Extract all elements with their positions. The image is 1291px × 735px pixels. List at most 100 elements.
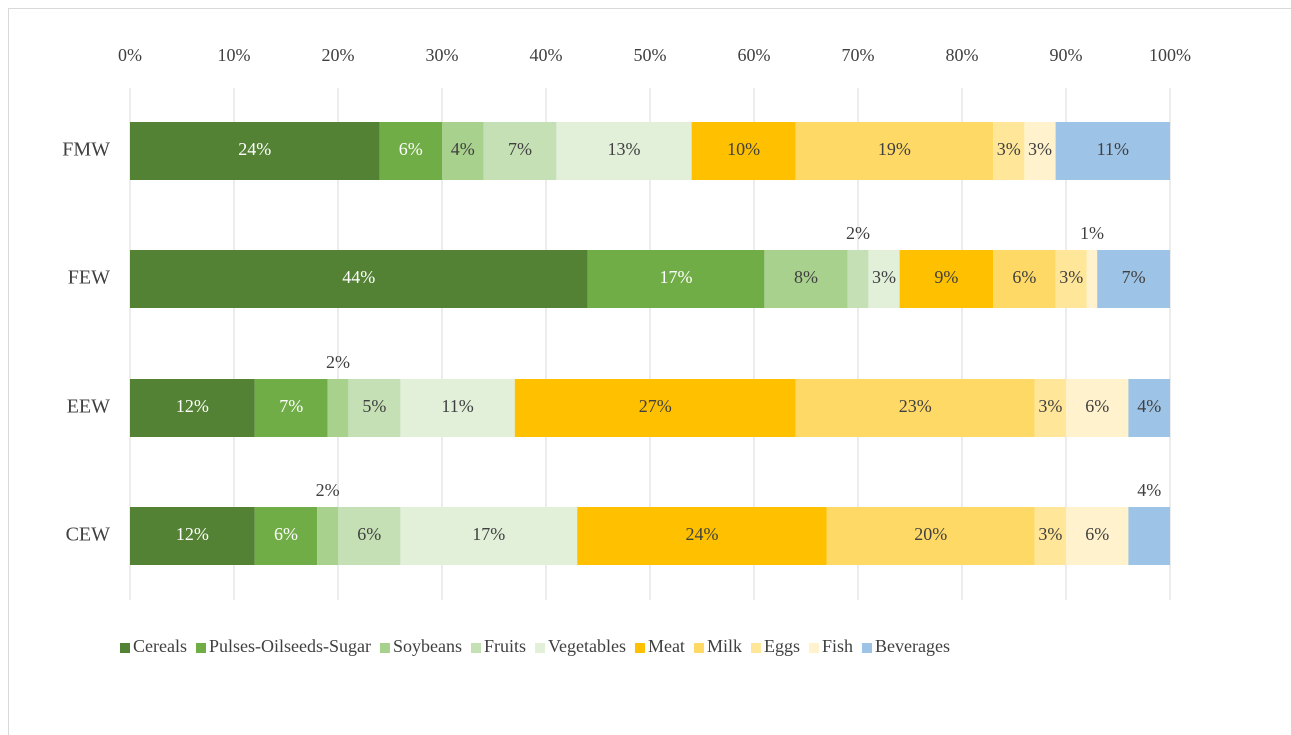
data-label: 11% bbox=[1097, 139, 1129, 159]
data-label: 3% bbox=[1038, 396, 1062, 416]
data-label: 4% bbox=[1137, 396, 1161, 416]
bar-segment bbox=[1055, 250, 1087, 308]
x-tick-label: 30% bbox=[426, 45, 459, 65]
legend-swatch bbox=[470, 643, 481, 653]
bar-segment bbox=[379, 122, 442, 180]
data-label: 17% bbox=[660, 267, 693, 287]
bar-segment bbox=[577, 507, 827, 565]
bar-segment bbox=[514, 379, 796, 437]
bar-segment bbox=[130, 507, 255, 565]
x-tick-label: 10% bbox=[218, 45, 251, 65]
bar-segment bbox=[442, 122, 484, 180]
bar-segment bbox=[317, 507, 338, 565]
data-label: 9% bbox=[934, 267, 958, 287]
y-tick-label: EEW bbox=[67, 396, 110, 418]
x-tick-label: 80% bbox=[946, 45, 979, 65]
data-label: 19% bbox=[878, 139, 911, 159]
x-tick-label: 40% bbox=[530, 45, 563, 65]
legend-label: Beverages bbox=[875, 636, 950, 656]
bar-segment bbox=[1034, 507, 1066, 565]
data-label: 10% bbox=[727, 139, 760, 159]
data-label: 12% bbox=[176, 396, 209, 416]
data-label: 3% bbox=[1059, 267, 1083, 287]
bar-segment bbox=[400, 507, 578, 565]
y-tick-label: FEW bbox=[68, 267, 110, 289]
data-label: 3% bbox=[1038, 524, 1062, 544]
bar-segment bbox=[130, 250, 588, 308]
x-tick-label: 20% bbox=[322, 45, 355, 65]
bar-segment bbox=[795, 379, 1035, 437]
data-label: 23% bbox=[899, 396, 932, 416]
data-label: 20% bbox=[914, 524, 947, 544]
data-label: 8% bbox=[794, 267, 818, 287]
bar-segment bbox=[1034, 379, 1066, 437]
bar-segment bbox=[348, 379, 401, 437]
bar-segment bbox=[327, 379, 349, 437]
bar-segment bbox=[1024, 122, 1056, 180]
x-tick-label: 70% bbox=[842, 45, 875, 65]
legend-swatch bbox=[634, 643, 645, 653]
bar-segment bbox=[993, 122, 1025, 180]
bar-segment bbox=[254, 379, 328, 437]
data-label: 5% bbox=[362, 396, 386, 416]
bar-segment bbox=[400, 379, 515, 437]
bar-segment bbox=[1128, 379, 1170, 437]
bar-segment bbox=[1097, 250, 1170, 308]
bar-segment bbox=[899, 250, 994, 308]
legend-swatch bbox=[693, 643, 704, 653]
legend-swatch bbox=[861, 643, 872, 653]
legend-swatch bbox=[195, 643, 206, 653]
x-tick-label: 0% bbox=[118, 45, 142, 65]
data-label: 24% bbox=[238, 139, 271, 159]
data-label: 6% bbox=[274, 524, 298, 544]
y-tick-label: FMW bbox=[62, 139, 110, 161]
data-label: 1% bbox=[1080, 223, 1104, 243]
legend-swatch bbox=[808, 643, 819, 653]
bar-segment bbox=[130, 122, 380, 180]
bar-segment bbox=[795, 122, 994, 180]
data-label: 24% bbox=[686, 524, 719, 544]
x-tick-label: 60% bbox=[738, 45, 771, 65]
data-label: 6% bbox=[399, 139, 423, 159]
legend-label: Vegetables bbox=[548, 636, 626, 656]
data-label: 6% bbox=[1012, 267, 1036, 287]
data-label: 7% bbox=[1122, 267, 1146, 287]
data-label: 12% bbox=[176, 524, 209, 544]
legend-swatch bbox=[750, 643, 761, 653]
data-label: 6% bbox=[1085, 524, 1109, 544]
x-tick-label: 50% bbox=[634, 45, 667, 65]
legend-swatch bbox=[120, 643, 130, 653]
bar-segment bbox=[826, 507, 1035, 565]
data-label: 7% bbox=[279, 396, 303, 416]
data-label: 3% bbox=[872, 267, 896, 287]
data-label: 6% bbox=[1085, 396, 1109, 416]
bar-segment bbox=[764, 250, 848, 308]
data-label: 13% bbox=[608, 139, 641, 159]
data-label: 17% bbox=[472, 524, 505, 544]
bar-segment bbox=[130, 379, 255, 437]
data-label: 2% bbox=[846, 223, 870, 243]
legend-label: Meat bbox=[648, 636, 685, 656]
bar-segment bbox=[1086, 250, 1098, 308]
bar-segment bbox=[993, 250, 1056, 308]
legend-label: Cereals bbox=[133, 636, 187, 656]
y-tick-label: CEW bbox=[66, 524, 111, 546]
bar-segment bbox=[483, 122, 557, 180]
data-label: 11% bbox=[441, 396, 473, 416]
data-label: 3% bbox=[997, 139, 1021, 159]
data-label: 4% bbox=[451, 139, 475, 159]
bar-segment bbox=[1066, 379, 1129, 437]
bar-segment bbox=[254, 507, 318, 565]
bar-segment bbox=[691, 122, 796, 180]
bar-segment bbox=[1128, 507, 1170, 565]
data-label: 3% bbox=[1028, 139, 1052, 159]
bar-segment bbox=[847, 250, 869, 308]
legend-label: Pulses-Oilseeds-Sugar bbox=[209, 636, 371, 656]
legend-label: Soybeans bbox=[393, 636, 462, 656]
legend-swatch bbox=[379, 643, 390, 653]
bar-segment bbox=[868, 250, 900, 308]
bar-segment bbox=[1066, 507, 1129, 565]
data-label: 2% bbox=[316, 480, 340, 500]
bar-segment bbox=[1055, 122, 1170, 180]
